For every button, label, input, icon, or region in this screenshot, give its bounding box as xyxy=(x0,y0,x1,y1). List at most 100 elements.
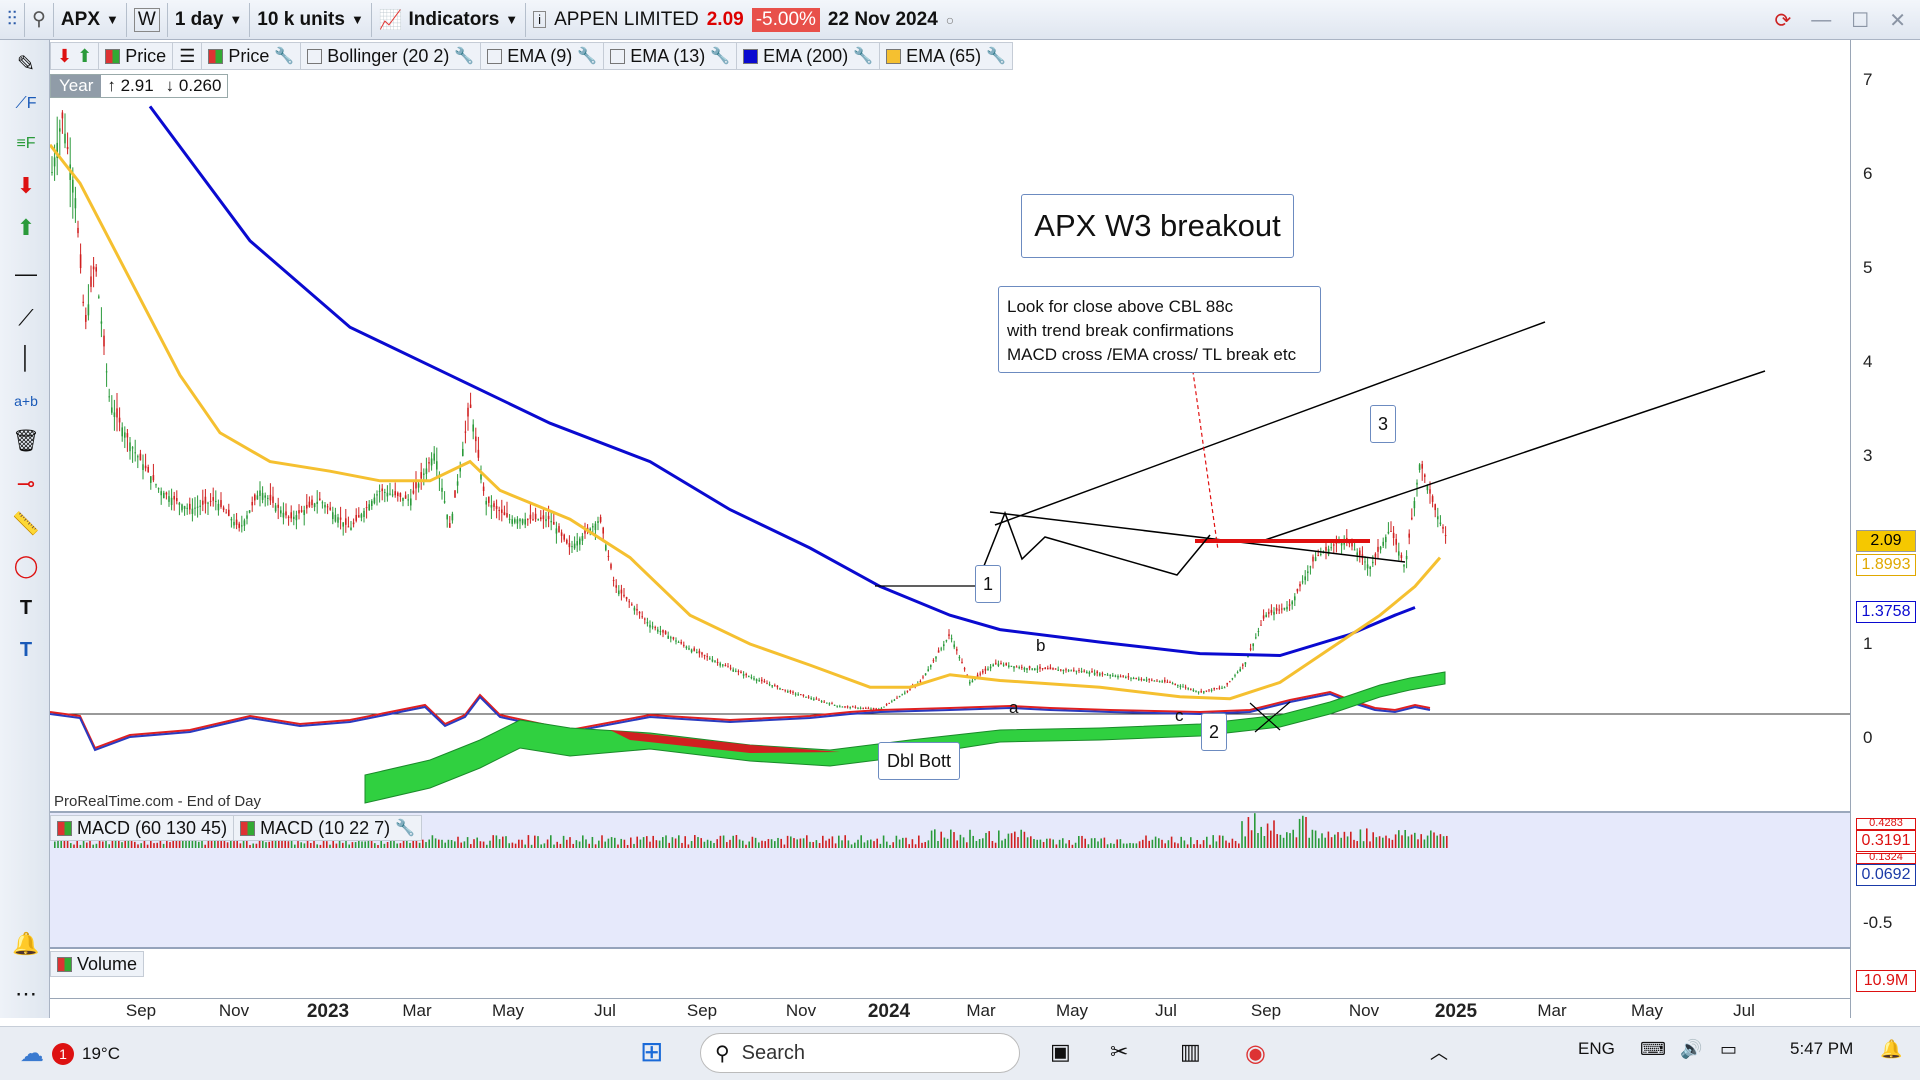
horizontal-line-icon[interactable]: — xyxy=(15,261,37,286)
wrench-icon[interactable]: 🔧 xyxy=(577,48,598,65)
candle-body xyxy=(1080,671,1083,673)
candle-body xyxy=(464,431,467,433)
wrench-icon[interactable]: 🔧 xyxy=(853,48,874,65)
close-icon[interactable]: ✕ xyxy=(1889,9,1906,32)
chart-style-button[interactable]: W xyxy=(127,2,168,37)
volume-bar xyxy=(569,837,571,848)
vertical-line-icon[interactable]: │ xyxy=(19,345,33,370)
elliott-wave-icon[interactable]: a+b xyxy=(14,393,38,409)
taskbar-search[interactable]: ⚲ Search xyxy=(700,1033,1020,1073)
alerts-icon[interactable]: 🔔 xyxy=(12,931,40,956)
period-high: ↑ 2.91 xyxy=(107,76,154,95)
wave-2-label[interactable]: 2 xyxy=(1201,713,1227,751)
network-icon[interactable]: ⌨ xyxy=(1640,1039,1666,1059)
info-icon[interactable]: i xyxy=(533,11,547,28)
pencil-icon[interactable]: ✎ xyxy=(16,51,36,76)
volume-bar xyxy=(143,837,146,848)
trendline-icon[interactable]: ⟋ xyxy=(18,305,34,330)
volume-bar xyxy=(169,842,171,848)
volume-bar xyxy=(201,836,203,848)
volume-bar xyxy=(1023,831,1026,848)
legend-ema200[interactable]: EMA (200) 🔧 xyxy=(737,43,881,69)
notifications-bell-icon[interactable]: 🔔 xyxy=(1880,1039,1903,1059)
volume-bar xyxy=(1055,844,1058,848)
wave-3-label[interactable]: 3 xyxy=(1370,405,1396,443)
chart-title-box[interactable]: APX W3 breakout xyxy=(1021,194,1294,258)
legend-volume[interactable]: Volume xyxy=(51,951,143,977)
volume-bar xyxy=(681,842,683,848)
legend-bollinger[interactable]: Bollinger (20 2) 🔧 xyxy=(301,43,482,69)
legend-macd-1[interactable]: MACD (60 130 45) xyxy=(51,815,235,841)
tray-chevron-icon[interactable]: ︿ xyxy=(1430,1043,1448,1063)
windows-start-icon[interactable]: ⊞ xyxy=(640,1036,664,1067)
volume-bar xyxy=(1190,837,1192,848)
candle-body xyxy=(290,512,292,519)
volume-bar xyxy=(847,840,850,848)
candle-body xyxy=(592,526,594,528)
chrome-icon[interactable]: ◉ xyxy=(1245,1040,1266,1067)
candle-body xyxy=(1265,614,1267,618)
volume-bar xyxy=(655,840,658,848)
fibonacci-fan-icon[interactable]: ⟋F xyxy=(15,95,37,112)
snip-icon[interactable]: ✂ xyxy=(1110,1039,1129,1064)
link-icon[interactable]: ⚲ xyxy=(25,2,54,37)
candle-body xyxy=(503,512,506,515)
maximize-icon[interactable]: ☐ xyxy=(1851,9,1870,32)
price-chart[interactable] xyxy=(50,40,1850,1018)
volume-bar xyxy=(60,835,62,848)
wrench-icon[interactable]: 🔧 xyxy=(395,820,416,837)
volume-bar xyxy=(70,843,72,848)
volume-bar xyxy=(857,839,859,848)
wrench-icon[interactable]: 🔧 xyxy=(274,48,295,65)
volume-bar xyxy=(863,842,866,848)
candle-body xyxy=(1359,550,1361,556)
line-color-icon[interactable]: ⊸ xyxy=(16,471,36,496)
volume-bar xyxy=(1078,836,1080,848)
wrench-icon[interactable]: 🔧 xyxy=(986,48,1007,65)
ruler-icon[interactable]: 📏 xyxy=(12,511,40,536)
legend-price-1[interactable]: Price xyxy=(99,43,174,69)
trash-icon[interactable]: 🗑 xyxy=(12,428,40,453)
candle-body xyxy=(909,688,911,690)
text-box-icon[interactable]: T xyxy=(19,638,33,661)
volume-bar xyxy=(1234,840,1237,848)
file-explorer-icon[interactable]: ▣ xyxy=(1050,1039,1071,1064)
legend-macd-2[interactable]: MACD (10 22 7) 🔧 xyxy=(234,815,421,841)
note-box[interactable]: Look for close above CBL 88c with trend … xyxy=(998,286,1321,373)
x-tick-sep: Sep xyxy=(1250,1001,1282,1020)
units-selector[interactable]: 10 k units ▼ xyxy=(250,2,372,37)
legend-ema13[interactable]: EMA (13) 🔧 xyxy=(604,43,738,69)
wrench-icon[interactable]: 🔧 xyxy=(454,48,475,65)
sync-icon[interactable]: ⟳ xyxy=(1774,9,1792,32)
list-icon[interactable]: ☰ xyxy=(173,43,203,69)
arrow-toggle[interactable]: ⬇ ⬆ xyxy=(51,43,100,69)
legend-price-2[interactable]: Price 🔧 xyxy=(202,43,302,69)
prorealtime-app-icon[interactable]: ▥ xyxy=(1180,1039,1201,1064)
minimize-icon[interactable]: — xyxy=(1811,8,1832,31)
volume-bar xyxy=(1151,839,1154,848)
sell-arrow-icon[interactable]: ⬇ xyxy=(16,173,36,198)
time-axis[interactable]: Sep Nov 2023 Mar May Jul Sep Nov 2024 Mar May Jul Se… xyxy=(50,998,1850,1022)
volume-bar xyxy=(1356,841,1358,848)
volume-bar xyxy=(1087,844,1090,848)
legend-ema9[interactable]: EMA (9) 🔧 xyxy=(481,43,605,69)
indicators-button[interactable]: 📈 Indicators ▼ xyxy=(372,2,527,37)
buy-arrow-icon[interactable]: ⬆ xyxy=(16,215,36,240)
interval-selector[interactable]: 1 day ▼ xyxy=(168,2,251,37)
fibonacci-retracement-icon[interactable]: ≡F xyxy=(16,135,36,152)
candle-body xyxy=(654,627,656,629)
chart-type-icon[interactable]: ⫶⫶ xyxy=(0,2,25,37)
language-indicator[interactable]: ENG xyxy=(1578,1039,1615,1058)
wrench-icon[interactable]: 🔧 xyxy=(710,48,731,65)
clock-time[interactable]: 5:47 PM xyxy=(1790,1039,1854,1058)
legend-ema65[interactable]: EMA (65) 🔧 xyxy=(880,43,1012,69)
volume-icon[interactable]: 🔊 xyxy=(1680,1039,1703,1059)
battery-icon[interactable]: ▭ xyxy=(1720,1039,1738,1059)
symbol-selector[interactable]: APX ▼ xyxy=(54,2,127,37)
text-tool-icon[interactable]: T xyxy=(19,596,33,619)
wave-1-label[interactable]: 1 xyxy=(975,565,1001,603)
dbl-bott-label[interactable]: Dbl Bott xyxy=(878,742,960,780)
weather-widget[interactable]: ☁ 1 19°C xyxy=(20,1039,120,1068)
ellipse-icon[interactable]: ◯ xyxy=(13,553,39,578)
more-icon[interactable]: ⋯ xyxy=(15,981,37,1006)
